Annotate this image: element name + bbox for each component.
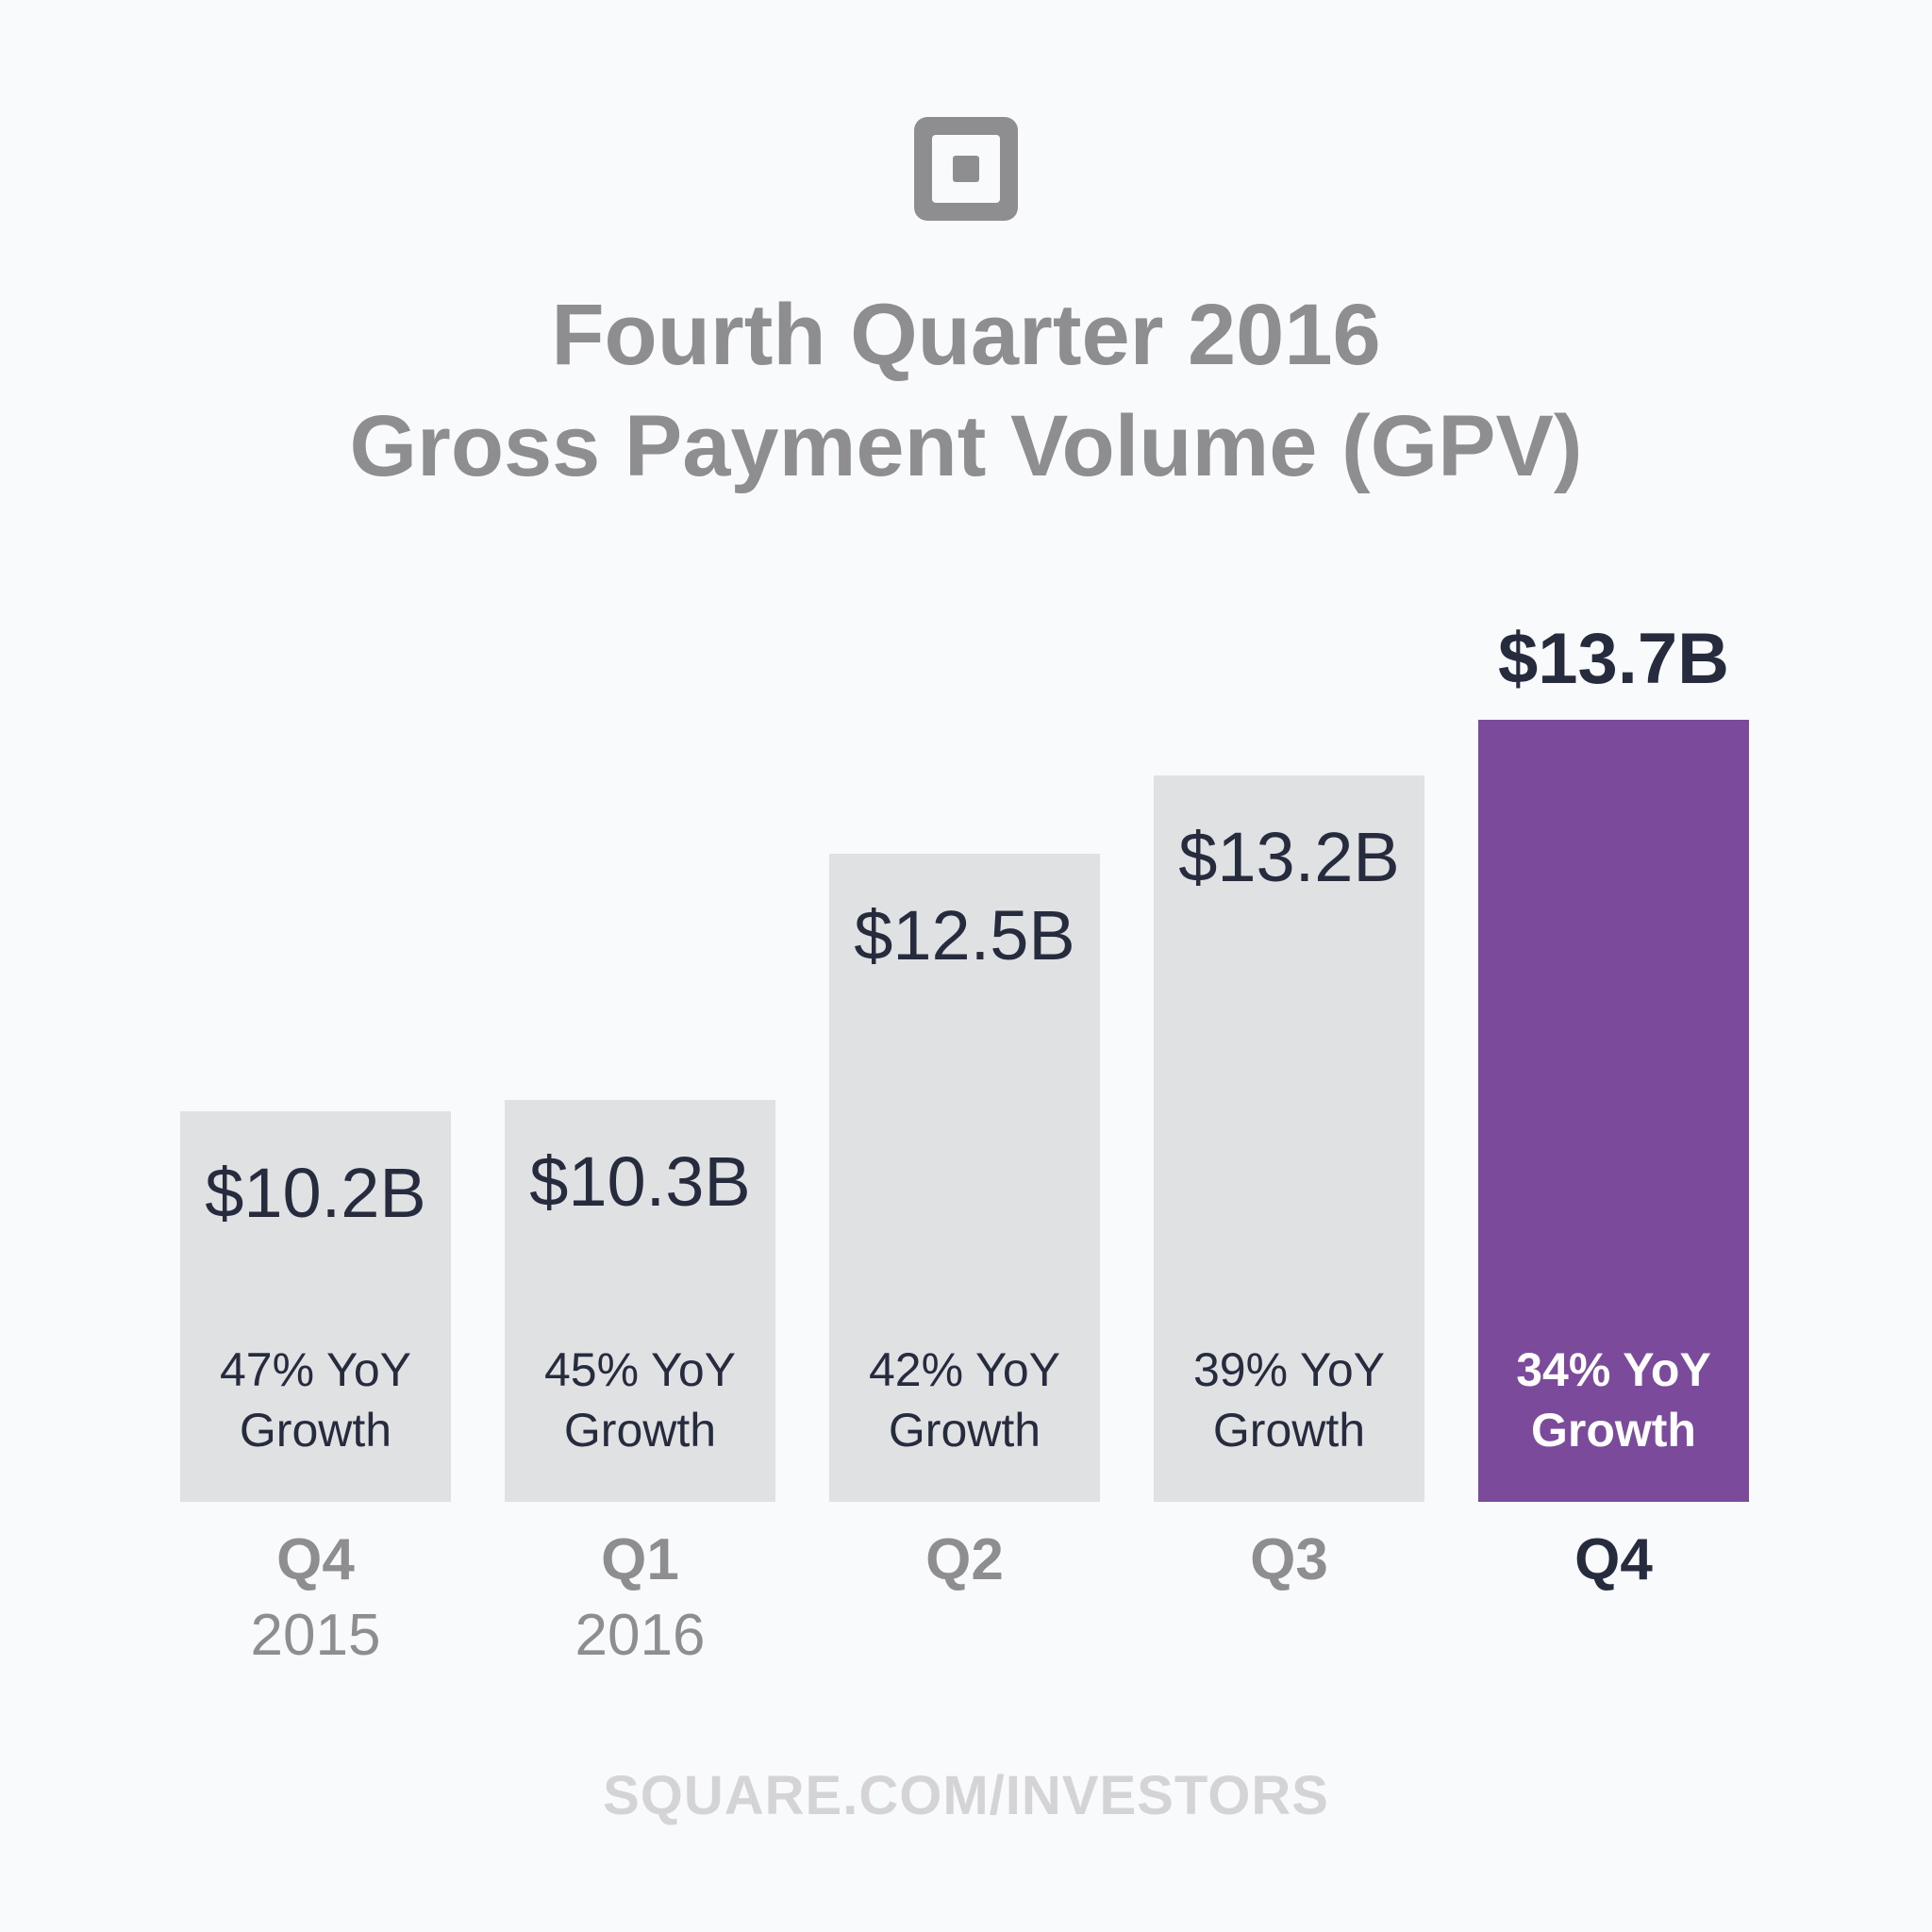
bar-0: $10.2B 47% YoY Growth: [180, 1111, 451, 1502]
bar-value-label: $13.7B: [1497, 619, 1730, 699]
category-label: Q1 2016: [575, 1527, 706, 1668]
bar-1: $10.3B 45% YoY Growth: [505, 1100, 775, 1502]
bar-growth-label: 34% YoY Growth: [1516, 1343, 1711, 1457]
bar-value-label: $12.5B: [854, 896, 1075, 974]
category-label: Q2: [925, 1527, 1004, 1592]
title-line-2: Gross Payment Volume (GPV): [349, 398, 1583, 494]
bar-value-label: $10.2B: [205, 1154, 426, 1232]
category-label: Q4: [1574, 1527, 1653, 1592]
footer-url: SQUARE.COM/INVESTORS: [603, 1765, 1329, 1826]
bar-4: 34% YoY Growth: [1478, 720, 1749, 1502]
bar-3: $13.2B 39% YoY Growth: [1154, 775, 1424, 1502]
bar-2: $12.5B 42% YoY Growth: [829, 854, 1100, 1502]
bar-growth-label: 45% YoY Growth: [544, 1343, 736, 1457]
bar-growth-label: 47% YoY Growth: [220, 1343, 411, 1457]
square-logo-icon: [914, 117, 1018, 221]
bar-value-label: $13.2B: [1178, 818, 1400, 896]
category-label: Q3: [1250, 1527, 1328, 1592]
bar-growth-label: 42% YoY Growth: [869, 1343, 1060, 1457]
bar-growth-label: 39% YoY Growth: [1193, 1343, 1385, 1457]
chart-title: Fourth Quarter 2016 Gross Payment Volume…: [0, 279, 1932, 502]
bar-value-label: $10.3B: [529, 1142, 751, 1221]
category-label: Q4 2015: [250, 1527, 381, 1668]
title-line-1: Fourth Quarter 2016: [551, 287, 1381, 383]
